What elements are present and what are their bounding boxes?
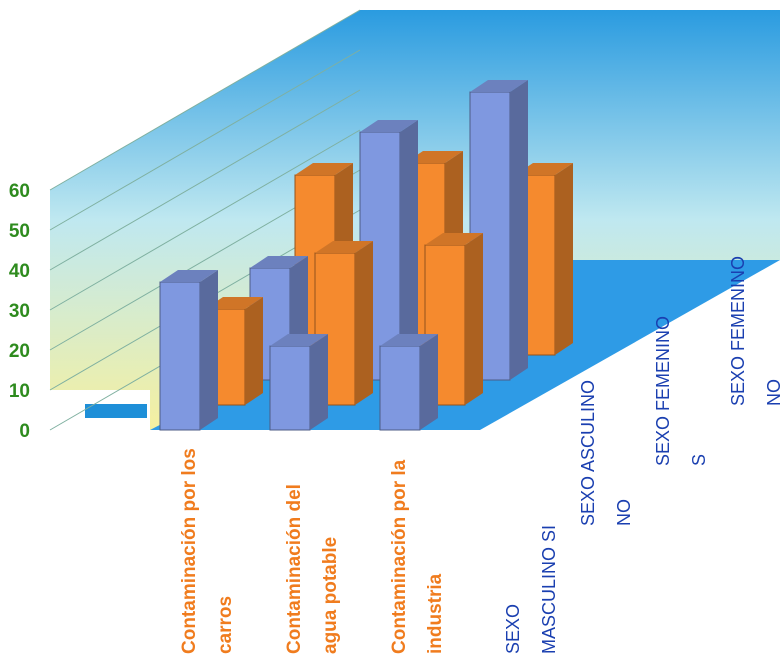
- series-label: SEXO MASCULINO SI: [503, 524, 559, 654]
- bar-top: [515, 163, 573, 175]
- bar-top: [270, 334, 328, 346]
- bar-top: [295, 163, 353, 175]
- grid-line: [49, 129, 361, 311]
- bar-top: [470, 80, 528, 92]
- bar-top: [205, 297, 263, 309]
- legend-key: [85, 404, 147, 418]
- category-label: Contaminación por los carros: [179, 448, 236, 654]
- bar-side: [310, 334, 328, 430]
- bar-front: [159, 281, 201, 431]
- bar-side: [465, 233, 483, 405]
- grid-line: [49, 9, 361, 191]
- series-label: SEXO FEMENINO S: [653, 315, 709, 466]
- bar-top: [360, 120, 418, 132]
- y-tick-label: 40: [9, 261, 30, 282]
- category-label: Contaminación por la industria: [389, 459, 446, 654]
- grid-line: [49, 89, 361, 271]
- series-label: SEXO FEMENINO NO: [728, 255, 780, 406]
- bar-top: [405, 151, 463, 163]
- bar-side: [400, 120, 418, 380]
- bar-top: [160, 270, 218, 282]
- bar-top: [315, 241, 373, 253]
- y-tick-label: 10: [9, 381, 30, 402]
- bar-front: [379, 345, 421, 431]
- series-label: SEXO ASCULINO NO: [578, 379, 634, 526]
- bar-top: [380, 334, 438, 346]
- bar-side: [555, 163, 573, 355]
- category-label: Contaminación del agua potable: [284, 484, 341, 654]
- y-tick-label: 0: [19, 421, 30, 442]
- bar-front: [269, 345, 311, 431]
- y-tick-label: 50: [9, 221, 30, 242]
- bar-side: [420, 334, 438, 430]
- y-tick-label: 60: [9, 181, 30, 202]
- bar-top: [250, 256, 308, 268]
- bar-side: [200, 270, 218, 430]
- bar-side: [245, 297, 263, 405]
- grid-line: [49, 49, 361, 231]
- y-tick-label: 20: [9, 341, 30, 362]
- y-tick-label: 30: [9, 301, 30, 322]
- bar-side: [355, 241, 373, 405]
- bar-side: [510, 80, 528, 380]
- bar-top: [425, 233, 483, 245]
